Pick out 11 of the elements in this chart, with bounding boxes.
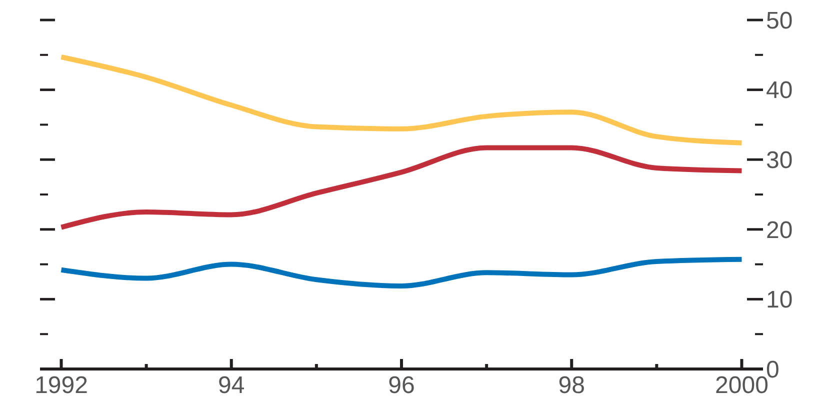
y-tick-label: 10 <box>766 286 793 314</box>
x-tick-label: 1992 <box>34 372 88 399</box>
y-tick-label: 50 <box>766 7 793 34</box>
x-tick-label: 96 <box>388 372 415 399</box>
y-tick-label: 30 <box>766 147 793 174</box>
x-tick-label: 2000 <box>715 372 768 399</box>
y-tick-label: 40 <box>766 77 793 104</box>
y-tick-label: 0 <box>766 356 780 384</box>
x-tick-label: 94 <box>218 372 245 399</box>
x-tick-label: 98 <box>558 372 585 399</box>
y-tick-label: 20 <box>766 216 793 244</box>
